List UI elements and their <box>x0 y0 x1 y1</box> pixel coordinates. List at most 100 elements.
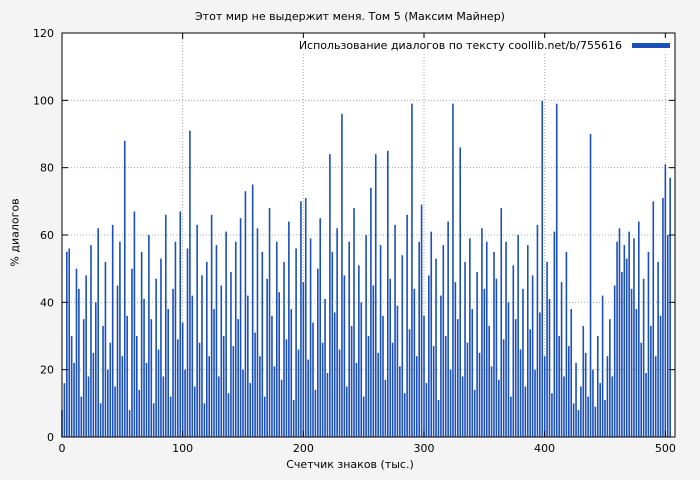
bar <box>268 208 271 437</box>
bar <box>164 214 167 437</box>
bar <box>640 342 643 437</box>
bar <box>278 292 280 437</box>
bar <box>415 356 418 437</box>
bar <box>563 376 565 437</box>
chart-title: Этот мир не выдержит меня. Том 5 (Максим… <box>195 10 505 23</box>
bar <box>539 312 541 437</box>
bar <box>452 103 454 437</box>
bar <box>109 342 112 437</box>
bar <box>104 261 107 437</box>
bar <box>138 389 141 437</box>
bar <box>575 362 577 437</box>
bar <box>609 319 611 437</box>
bar <box>73 362 75 437</box>
bar <box>471 309 474 437</box>
y-tick-label: 40 <box>40 296 54 309</box>
bar <box>271 315 273 437</box>
x-tick-label: 200 <box>293 442 314 455</box>
bar <box>314 389 317 437</box>
bar <box>529 329 531 437</box>
bar <box>143 298 145 437</box>
bar <box>616 241 618 437</box>
bar <box>512 265 515 437</box>
bar <box>457 319 459 437</box>
bar <box>546 261 548 437</box>
bar <box>251 184 254 437</box>
bar <box>483 288 486 437</box>
bar <box>362 396 365 437</box>
bar <box>558 336 560 437</box>
bar <box>611 376 614 437</box>
y-tick-label: 60 <box>40 229 54 242</box>
bar <box>642 278 645 437</box>
bar <box>107 369 109 437</box>
bar <box>348 241 350 437</box>
bar <box>652 201 655 437</box>
bar <box>152 403 155 437</box>
bar <box>111 224 114 437</box>
bar <box>401 255 404 437</box>
bar <box>256 228 259 437</box>
bar <box>266 278 268 437</box>
x-tick-label: 100 <box>172 442 193 455</box>
bar <box>502 339 505 437</box>
bar <box>99 403 102 437</box>
bar <box>384 379 387 437</box>
bar <box>208 356 211 437</box>
bar <box>495 278 498 437</box>
bar <box>638 221 640 437</box>
bar <box>263 396 266 437</box>
bar <box>423 315 425 437</box>
bar <box>140 251 143 437</box>
bar <box>254 332 256 437</box>
bar <box>466 342 469 437</box>
bar <box>234 241 237 437</box>
bar <box>592 369 594 437</box>
bar <box>522 288 524 437</box>
y-tick-label: 0 <box>47 431 54 444</box>
bar <box>193 386 196 437</box>
bar <box>218 376 220 437</box>
bar <box>669 177 671 437</box>
bar <box>488 325 490 437</box>
bar <box>370 187 372 437</box>
bar <box>157 349 160 437</box>
bar <box>102 325 104 437</box>
bar <box>464 261 466 437</box>
bar <box>273 366 276 437</box>
bar <box>493 251 495 437</box>
bar <box>428 275 430 437</box>
bar <box>358 265 360 437</box>
bar <box>343 275 346 437</box>
bar <box>555 103 558 437</box>
bar <box>179 211 182 437</box>
bar <box>411 103 413 437</box>
bar <box>247 295 249 437</box>
bar <box>309 238 312 437</box>
bar <box>435 258 437 437</box>
bar <box>114 386 116 437</box>
bar <box>333 312 336 437</box>
bar <box>507 302 510 437</box>
legend-swatch <box>632 43 670 48</box>
bar <box>78 288 80 437</box>
bar <box>635 309 638 437</box>
bar <box>440 295 442 437</box>
bar <box>628 231 630 437</box>
bar <box>80 396 83 437</box>
bar <box>136 336 138 437</box>
bar <box>633 238 635 437</box>
bar <box>657 261 659 437</box>
bar <box>75 268 78 437</box>
bar <box>177 339 179 437</box>
bar <box>582 325 585 437</box>
bar <box>232 346 235 437</box>
bar <box>406 214 408 437</box>
bar <box>292 399 295 437</box>
bar <box>505 241 507 437</box>
bar <box>94 302 97 437</box>
bar <box>469 238 471 437</box>
bar <box>215 245 218 437</box>
